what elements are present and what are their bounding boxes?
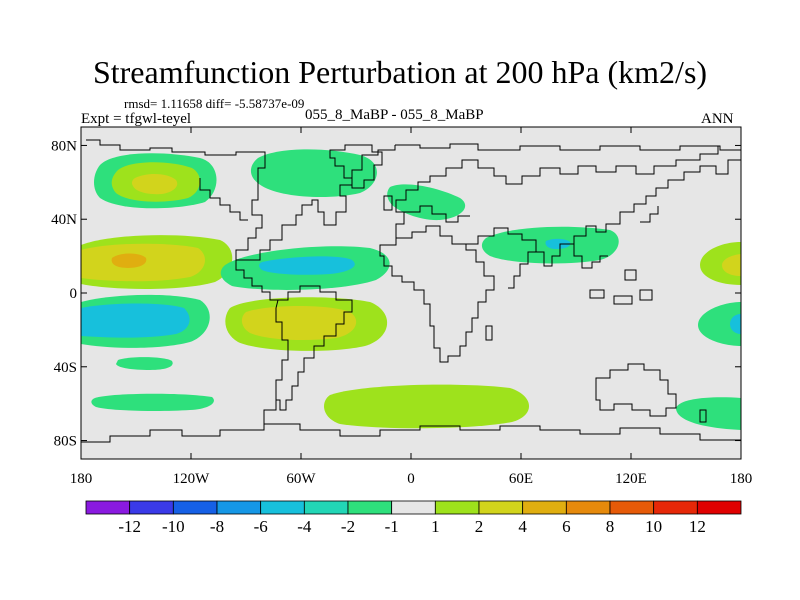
colorbar-swatch [478,500,524,515]
coastline-north-america [86,139,396,261]
colorbar-label: 1 [431,517,440,536]
colorbar-swatch [260,500,305,515]
page-title: Streamfunction Perturbation at 200 hPa (… [92,54,708,90]
x-tick-label: 180 [730,471,753,487]
x-tick-label: 0 [407,471,415,487]
colorbar-swatch [434,500,480,515]
contour-fill [131,174,178,195]
coastline-india [508,251,536,289]
coastline-europe [404,205,470,223]
colorbar-label: -2 [341,517,355,536]
contour-fill [241,306,357,341]
colorbar-swatch [696,500,742,515]
colorbar-label: 2 [475,517,484,536]
contour-fill [545,238,571,249]
y-tick-label: 40N [51,212,77,228]
contour-fill [91,393,214,411]
coastline-africa [379,225,495,363]
coastline-se-asia [573,244,608,269]
colorbar-label: 4 [518,517,527,536]
coastline-eurasia [395,143,741,151]
colorbar-swatch [303,500,349,515]
x-tick-label: 120E [615,471,647,487]
coastline-south-america [275,285,353,411]
colorbar-swatch [129,500,174,515]
contour-fill [676,397,741,430]
colorbar-swatch [522,500,567,515]
stats-label: rmsd= 1.11658 diff= -5.58737e-09 [124,96,305,111]
coastline-eurasia [395,146,719,238]
coastline-eurasia [466,159,741,267]
colorbar-swatch [565,500,611,515]
axis-ticks [80,127,742,459]
contour-fill [259,256,355,275]
colorbar-swatch [609,500,655,515]
colorbar-label: 6 [562,517,571,536]
coastline-islands [639,289,653,301]
coastline-greenland [329,144,383,189]
coastline-north-america [199,178,248,221]
coastline-japan [640,206,659,223]
coastline-north-america [235,260,278,301]
colorbar-label: -1 [385,517,399,536]
coastline-madagascar [485,325,493,341]
colorbar-swatch [85,500,131,515]
y-tick-label: 80S [54,434,77,450]
colorbar-label: 12 [689,517,706,536]
coastline-antarctica [81,423,741,443]
coastline-islands [589,289,605,299]
x-tick-label: 120W [173,471,211,487]
contour-fill [387,184,466,221]
contour-fill [698,302,741,346]
contour-fills [81,149,741,430]
coastline-islands [624,269,637,281]
contour-fill [324,384,530,429]
contour-fill [730,314,741,334]
coastline-british-isles [383,195,393,211]
coastline-antarctic-peninsula [263,400,277,424]
case-label: 055_8_MaBP - 055_8_MaBP [305,107,484,123]
y-tick-label: 40S [54,360,77,376]
experiment-label: Expt = tfgwl-teyel [81,111,192,127]
coastline-australia [595,363,677,417]
period-label: ANN [701,111,734,127]
x-tick-label: 60E [509,471,533,487]
colorbar-swatch [653,500,698,515]
y-tick-label: 0 [70,286,78,302]
y-tick-label: 80N [51,138,77,154]
colorbar-label: -6 [254,517,268,536]
colorbar [85,500,742,515]
colorbar-label: -12 [118,517,141,536]
coastlines [81,139,741,443]
x-tick-label: 180 [70,471,93,487]
colorbar-swatch [347,500,393,515]
colorbar-swatch [172,500,218,515]
colorbar-label: 10 [645,517,662,536]
contour-fill [81,303,190,338]
colorbar-label: 8 [606,517,615,536]
colorbar-label: -8 [210,517,224,536]
coastline-islands [613,295,633,305]
contour-fill [722,254,741,276]
colorbar-label: -10 [162,517,185,536]
colorbar-label: -4 [297,517,312,536]
colorbar-swatch [391,500,436,515]
contour-fill [111,253,147,268]
coastline-new-zealand [699,409,707,423]
colorbar-swatch [216,500,262,515]
x-tick-label: 60W [286,471,316,487]
contour-fill [116,357,173,370]
